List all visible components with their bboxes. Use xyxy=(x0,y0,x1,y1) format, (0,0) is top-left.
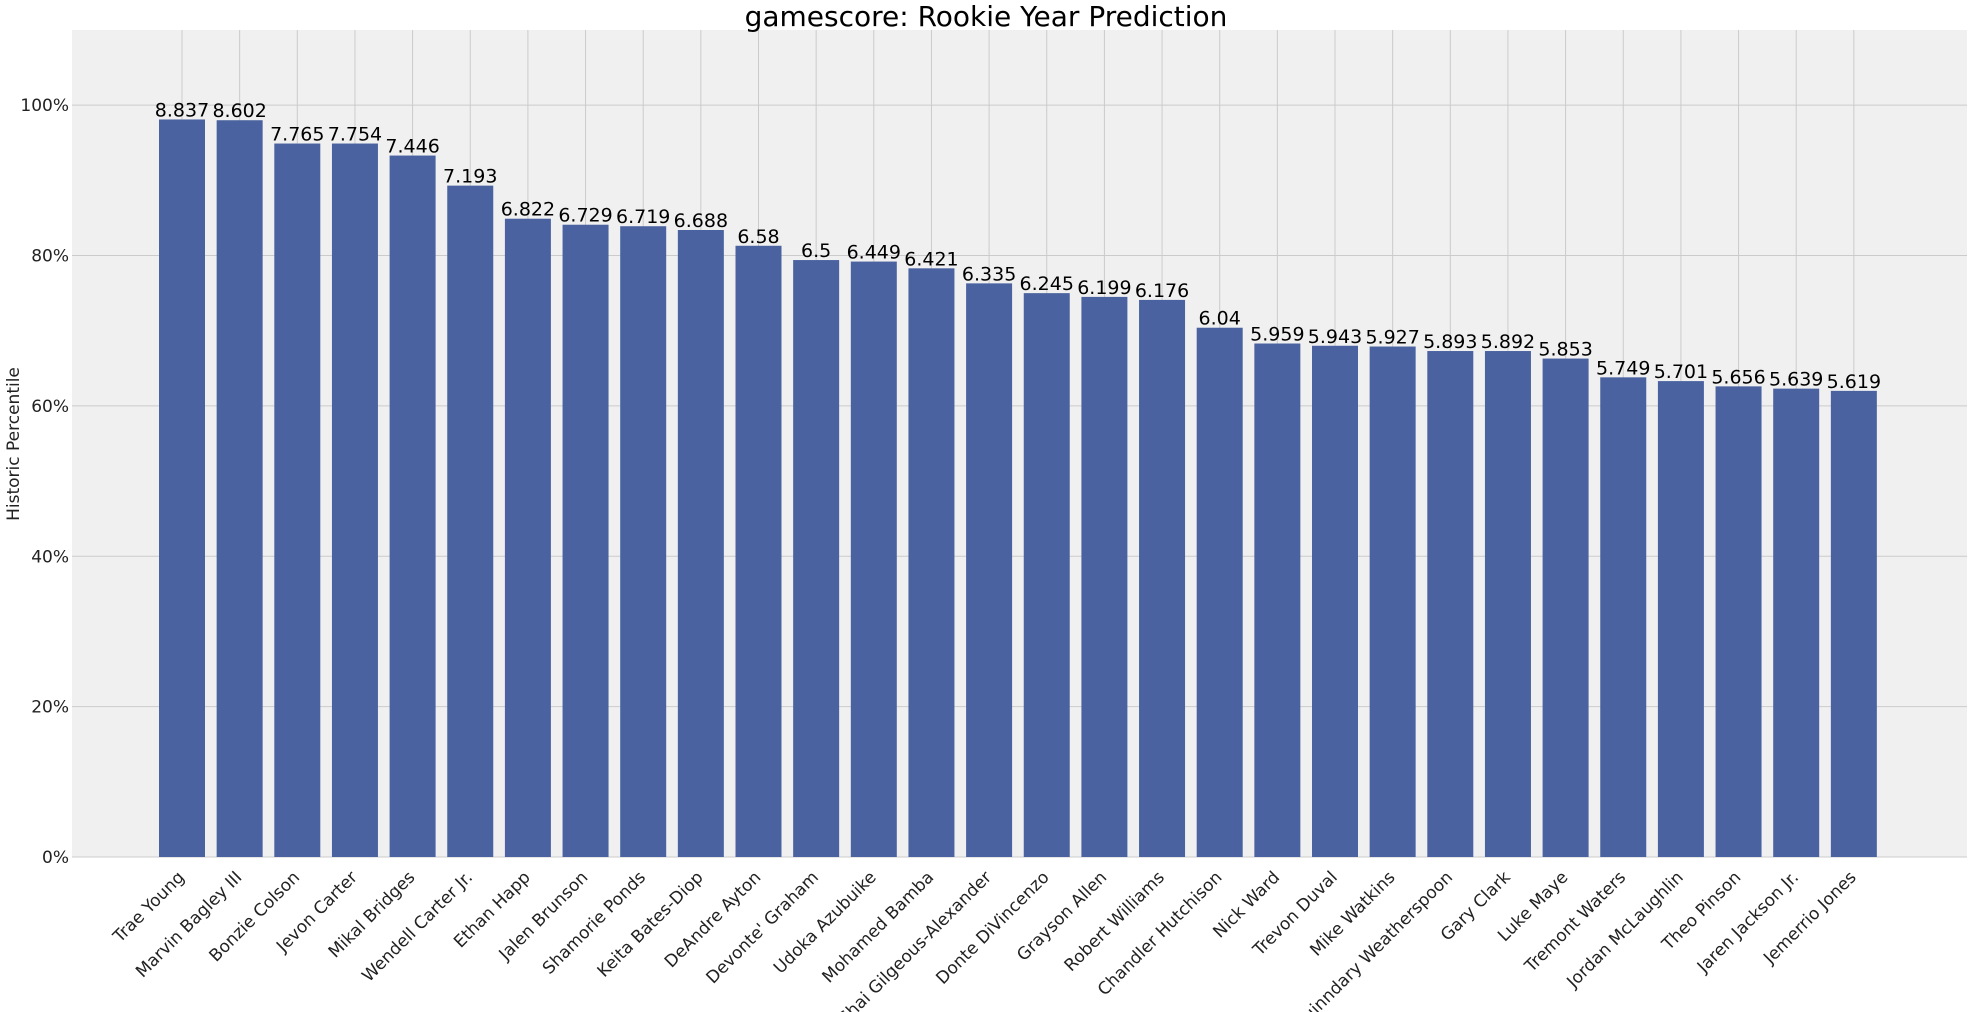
data-label: 5.656 xyxy=(1711,366,1765,388)
bar xyxy=(966,283,1013,857)
y-tick-label: 100% xyxy=(20,96,69,116)
data-label: 6.245 xyxy=(1020,273,1074,295)
x-tick-label: Wendell Carter Jr. xyxy=(358,868,477,987)
data-label: 6.449 xyxy=(847,242,901,264)
plot-background xyxy=(72,30,1967,857)
data-label: 6.729 xyxy=(558,205,612,227)
bar xyxy=(620,226,667,857)
data-label: 6.822 xyxy=(501,199,555,221)
bar xyxy=(1139,299,1186,858)
data-label: 7.193 xyxy=(443,166,497,188)
data-label: 8.602 xyxy=(212,100,266,122)
data-label: 7.446 xyxy=(385,136,439,158)
x-tick-label: Robert Williams xyxy=(1061,868,1169,976)
bar xyxy=(562,224,609,858)
data-label: 5.701 xyxy=(1654,361,1708,383)
y-tick-label: 40% xyxy=(31,547,69,567)
data-label: 5.853 xyxy=(1538,339,1592,361)
y-tick-label: 0% xyxy=(42,848,69,868)
bar xyxy=(908,268,955,857)
bar xyxy=(331,143,378,858)
bar xyxy=(1312,345,1358,857)
bar xyxy=(274,143,321,858)
bar xyxy=(1830,390,1877,857)
data-label: 5.639 xyxy=(1769,369,1823,391)
data-label: 5.959 xyxy=(1250,324,1304,346)
data-label: 6.176 xyxy=(1135,280,1189,302)
bar xyxy=(447,185,494,858)
data-label: 6.58 xyxy=(737,226,779,248)
data-label: 6.5 xyxy=(801,240,831,262)
bar xyxy=(1657,381,1704,857)
data-label: 7.754 xyxy=(328,124,382,146)
data-label: 5.892 xyxy=(1481,331,1535,353)
y-axis-label: Historic Percentile xyxy=(4,367,24,521)
bar xyxy=(1196,327,1243,858)
y-tick-label: 20% xyxy=(31,698,69,718)
data-label: 6.04 xyxy=(1199,308,1241,330)
bar xyxy=(1715,386,1762,857)
x-tick-label: Jaren Jackson Jr. xyxy=(1693,868,1803,978)
data-label: 6.421 xyxy=(904,248,958,270)
bar xyxy=(1773,388,1820,857)
y-tick-label: 60% xyxy=(31,397,69,417)
bar xyxy=(793,260,840,857)
x-tick-label: Shamorie Ponds xyxy=(539,868,650,979)
data-label: 5.749 xyxy=(1596,357,1650,379)
data-label: 6.199 xyxy=(1077,277,1131,299)
data-label: 5.927 xyxy=(1365,327,1419,349)
x-tick-label: Tremont Waters xyxy=(1520,868,1630,978)
data-label: 6.719 xyxy=(616,206,670,228)
bar xyxy=(1542,358,1589,857)
x-tick-label: Mohamed Bamba xyxy=(818,868,938,988)
data-label: 6.688 xyxy=(674,210,728,232)
bars xyxy=(159,119,1877,858)
bar xyxy=(216,120,263,857)
bar xyxy=(1023,293,1070,857)
bar xyxy=(1427,351,1474,857)
data-label: 5.943 xyxy=(1308,326,1362,348)
data-label: 7.765 xyxy=(270,124,324,146)
x-tick-label: Udoka Azubuike xyxy=(770,868,881,979)
data-label: 5.893 xyxy=(1423,331,1477,353)
x-tick-label: Marvin Bagley III xyxy=(132,868,246,982)
y-axis-ticks: 0% 20% 40% 60% 80% 100% xyxy=(20,96,69,868)
bar xyxy=(1600,377,1647,857)
data-label: 5.619 xyxy=(1827,371,1881,393)
data-label: 6.335 xyxy=(962,263,1016,285)
bar xyxy=(735,245,782,857)
bar xyxy=(1484,351,1531,857)
bar xyxy=(850,261,897,857)
bar xyxy=(504,218,551,857)
bar xyxy=(677,229,724,857)
bar xyxy=(389,155,436,857)
y-tick-label: 80% xyxy=(31,247,69,267)
x-tick-label: Keita Bates-Diop xyxy=(594,868,708,982)
bar xyxy=(1369,346,1416,857)
bar xyxy=(1254,343,1301,857)
bar xyxy=(159,119,205,857)
bar xyxy=(1081,296,1128,857)
data-label: 8.837 xyxy=(155,99,209,121)
chart-title: gamescore: Rookie Year Prediction xyxy=(745,0,1228,33)
